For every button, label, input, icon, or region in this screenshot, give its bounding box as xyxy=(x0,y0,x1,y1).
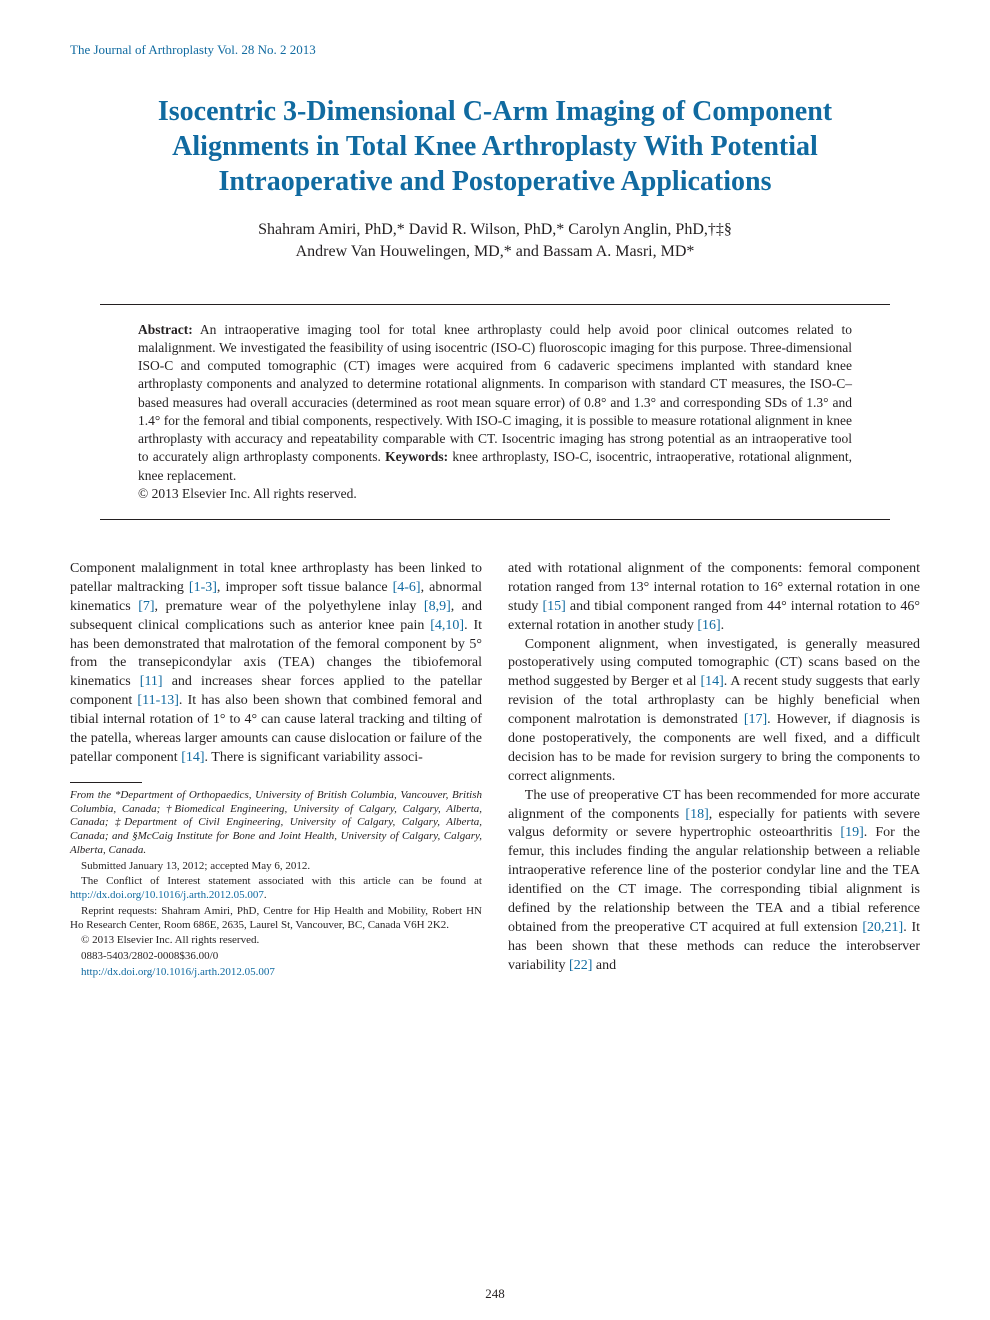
citation-link[interactable]: [17] xyxy=(744,712,767,727)
journal-header: The Journal of Arthroplasty Vol. 28 No. … xyxy=(70,42,920,58)
page-number: 248 xyxy=(0,1286,990,1302)
affiliations-footnote: From the *Department of Orthopaedics, Un… xyxy=(70,789,482,858)
citation-link[interactable]: [8,9] xyxy=(424,599,451,614)
citation-link[interactable]: [16] xyxy=(697,618,720,633)
reprint-footnote: Reprint requests: Shahram Amiri, PhD, Ce… xyxy=(70,905,482,933)
keywords-label: Keywords: xyxy=(385,449,448,464)
text-run: , premature wear of the polyethylene inl… xyxy=(155,599,424,614)
issn-footnote: 0883-5403/2802-0008$36.00/0 xyxy=(70,950,482,964)
footnote-rule xyxy=(70,782,142,783)
authors-line-2: Andrew Van Houwelingen, MD,* and Bassam … xyxy=(296,243,695,260)
citation-link[interactable]: [20,21] xyxy=(862,920,903,935)
citation-link[interactable]: [11-13] xyxy=(137,693,178,708)
body-paragraph: The use of preoperative CT has been reco… xyxy=(508,787,920,976)
footnotes-block: From the *Department of Orthopaedics, Un… xyxy=(70,789,482,980)
citation-link[interactable]: [7] xyxy=(138,599,154,614)
citation-link[interactable]: [22] xyxy=(569,958,592,973)
text-run: . For the femur, this includes finding t… xyxy=(508,825,920,934)
text-run: The Conflict of Interest statement assoc… xyxy=(81,875,482,887)
coi-footnote: The Conflict of Interest statement assoc… xyxy=(70,875,482,903)
abstract-box: Abstract: An intraoperative imaging tool… xyxy=(100,304,890,520)
citation-link[interactable]: [19] xyxy=(840,825,863,840)
abstract-label: Abstract: xyxy=(138,322,193,337)
left-column: Component malalignment in total knee art… xyxy=(70,560,482,982)
abstract-body: An intraoperative imaging tool for total… xyxy=(138,322,852,465)
text-run: and xyxy=(592,958,616,973)
right-column: ated with rotational alignment of the co… xyxy=(508,560,920,982)
body-paragraph: ated with rotational alignment of the co… xyxy=(508,560,920,636)
coi-link[interactable]: http://dx.doi.org/10.1016/j.arth.2012.05… xyxy=(70,889,264,901)
citation-link[interactable]: [4,10] xyxy=(430,618,464,633)
body-paragraph: Component malalignment in total knee art… xyxy=(70,560,482,768)
body-columns: Component malalignment in total knee art… xyxy=(70,560,920,982)
citation-link[interactable]: [4-6] xyxy=(393,580,421,595)
authors-line-1: Shahram Amiri, PhD,* David R. Wilson, Ph… xyxy=(258,221,732,238)
text-run: . There is significant variability assoc… xyxy=(205,750,423,765)
citation-link[interactable]: [15] xyxy=(542,599,565,614)
copyright-footnote: © 2013 Elsevier Inc. All rights reserved… xyxy=(70,934,482,948)
abstract-copyright: © 2013 Elsevier Inc. All rights reserved… xyxy=(138,486,357,501)
citation-link[interactable]: [14] xyxy=(181,750,204,765)
text-run: , improper soft tissue balance xyxy=(217,580,393,595)
authors-block: Shahram Amiri, PhD,* David R. Wilson, Ph… xyxy=(70,219,920,264)
citation-link[interactable]: [14] xyxy=(700,674,723,689)
text-run: . xyxy=(721,618,725,633)
submitted-footnote: Submitted January 13, 2012; accepted May… xyxy=(70,860,482,874)
text-run: . xyxy=(264,889,267,901)
citation-link[interactable]: [1-3] xyxy=(189,580,217,595)
article-title: Isocentric 3-Dimensional C-Arm Imaging o… xyxy=(90,94,900,199)
citation-link[interactable]: [18] xyxy=(685,807,708,822)
citation-link[interactable]: [11] xyxy=(140,674,163,689)
doi-link[interactable]: http://dx.doi.org/10.1016/j.arth.2012.05… xyxy=(81,966,275,978)
doi-footnote: http://dx.doi.org/10.1016/j.arth.2012.05… xyxy=(70,966,482,980)
body-paragraph: Component alignment, when investigated, … xyxy=(508,636,920,787)
